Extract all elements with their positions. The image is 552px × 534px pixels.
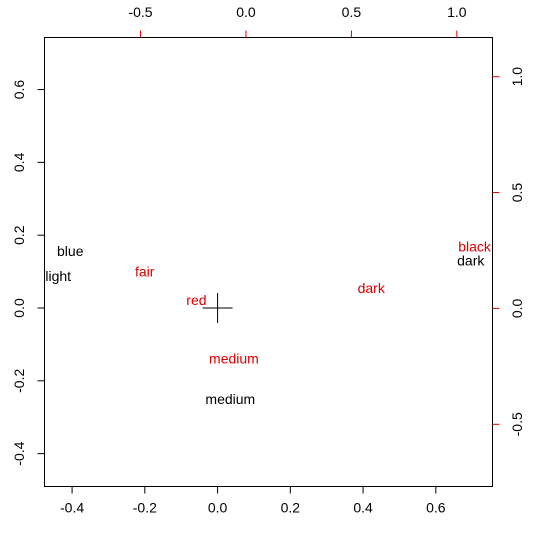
bottom-axis-tick-label: 0.2 <box>281 500 301 516</box>
top-axis-tick-label: 0.0 <box>236 4 256 20</box>
top-axis-tick-label: 1.0 <box>447 4 467 20</box>
top-axis-tick-label: 0.5 <box>342 4 362 20</box>
left-axis-tick-label: 0.2 <box>11 225 27 245</box>
point-label-medium: medium <box>209 351 259 367</box>
bottom-axis-tick-label: 0.6 <box>426 500 446 516</box>
right-axis-tick-label: -0.5 <box>509 412 525 436</box>
left-axis-tick-label: 0.0 <box>11 298 27 318</box>
right-axis-tick-label: 0.5 <box>509 183 525 203</box>
point-label-dark: dark <box>457 253 485 269</box>
left-axis-tick-label: -0.2 <box>11 369 27 393</box>
point-label-light: light <box>45 268 71 284</box>
bottom-axis-tick-label: 0.4 <box>353 500 373 516</box>
right-axis-tick-label: 1.0 <box>509 67 525 87</box>
plot-frame <box>44 37 493 487</box>
left-axis-tick-label: 0.4 <box>11 152 27 172</box>
point-label-fair: fair <box>135 263 155 279</box>
right-axis-tick-label: 0.0 <box>509 298 525 318</box>
left-axis-tick-label: 0.6 <box>11 80 27 100</box>
point-label-medium: medium <box>205 391 255 407</box>
point-label-blue: blue <box>57 243 84 259</box>
bottom-axis-tick-label: 0.0 <box>208 500 228 516</box>
point-label-red: red <box>186 292 206 308</box>
bottom-axis-tick-label: -0.2 <box>133 500 157 516</box>
left-axis-tick-label: -0.4 <box>11 441 27 465</box>
top-axis-tick-label: -0.5 <box>128 4 152 20</box>
bottom-axis-tick-label: -0.4 <box>60 500 84 516</box>
point-label-black: black <box>458 239 492 255</box>
point-label-dark: dark <box>358 280 386 296</box>
